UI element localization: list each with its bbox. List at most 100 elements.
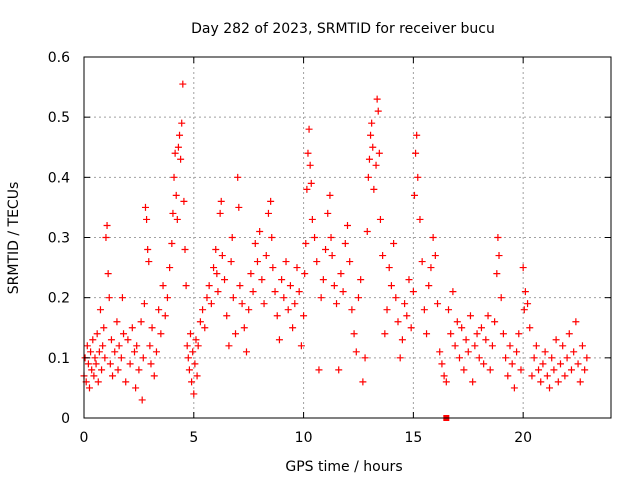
data-point — [94, 378, 102, 386]
data-point — [491, 318, 499, 326]
data-point — [429, 234, 437, 241]
data-point — [144, 246, 152, 254]
data-point — [576, 378, 584, 386]
data-point — [497, 294, 505, 302]
data-point — [155, 306, 163, 314]
data-point — [106, 360, 114, 368]
data-point — [135, 366, 143, 374]
y-tick-label: 0.2 — [48, 291, 70, 307]
data-point — [122, 378, 130, 386]
data-point — [91, 354, 99, 362]
data-point — [216, 209, 224, 217]
data-point — [120, 330, 128, 338]
data-point — [157, 330, 165, 338]
data-point — [392, 294, 400, 302]
y-tick-label: 0.1 — [48, 351, 70, 367]
data-point — [282, 258, 290, 266]
data-point — [383, 306, 391, 314]
data-point — [466, 312, 474, 320]
data-point — [169, 209, 177, 217]
data-point — [251, 240, 259, 248]
data-point — [508, 360, 516, 368]
data-point — [570, 348, 578, 356]
data-point — [350, 330, 358, 338]
data-point — [367, 131, 375, 139]
data-point — [554, 378, 562, 386]
data-point — [247, 270, 255, 278]
data-point — [189, 348, 197, 356]
x-tick-label: 0 — [80, 430, 89, 446]
data-point — [495, 252, 503, 260]
data-point — [517, 366, 525, 374]
data-point — [118, 294, 126, 302]
data-point — [420, 306, 428, 314]
data-point — [210, 264, 218, 272]
data-point — [179, 80, 187, 88]
data-point — [449, 288, 457, 296]
data-point — [308, 215, 316, 223]
data-point — [83, 342, 91, 350]
data-point — [563, 354, 571, 362]
data-point — [103, 221, 111, 229]
data-point — [185, 366, 193, 374]
data-point — [159, 282, 167, 290]
data-point — [493, 270, 501, 278]
data-point — [369, 143, 377, 151]
data-point — [359, 378, 367, 386]
data-point — [409, 288, 417, 296]
data-point — [143, 215, 151, 223]
data-point — [447, 330, 455, 338]
data-point — [238, 300, 246, 308]
data-point — [271, 288, 279, 296]
data-point — [488, 342, 496, 350]
data-point — [236, 282, 244, 290]
data-point — [526, 324, 534, 332]
data-point — [567, 366, 575, 374]
data-point — [132, 384, 140, 392]
data-point — [436, 348, 444, 356]
data-point — [559, 342, 567, 350]
data-point — [581, 366, 589, 374]
data-point — [214, 288, 222, 296]
data-point — [297, 342, 305, 350]
data-point — [258, 276, 266, 284]
data-point — [354, 294, 362, 302]
data-point — [184, 354, 192, 362]
data-point — [412, 149, 420, 157]
data-point — [115, 342, 123, 350]
data-point — [176, 131, 184, 139]
data-point — [166, 264, 174, 272]
data-point — [253, 258, 261, 266]
data-point — [327, 234, 335, 241]
data-point — [105, 294, 113, 302]
data-point — [235, 203, 243, 211]
data-point — [357, 276, 365, 284]
data-point — [174, 143, 182, 151]
chart-title: Day 282 of 2023, SRMTID for receiver buc… — [191, 21, 495, 37]
data-point — [565, 330, 573, 338]
data-point — [381, 330, 389, 338]
data-point — [181, 246, 189, 254]
data-point — [289, 324, 297, 332]
data-point — [114, 366, 122, 374]
data-point — [324, 209, 332, 217]
data-point — [163, 294, 171, 302]
data-point — [390, 240, 398, 248]
data-point — [550, 366, 558, 374]
data-point — [486, 366, 494, 374]
data-point — [303, 185, 311, 193]
data-point — [232, 330, 240, 338]
data-point — [363, 227, 371, 235]
data-point — [462, 336, 470, 344]
data-point — [423, 330, 431, 338]
data-point — [201, 324, 209, 332]
data-point — [273, 312, 281, 320]
data-point — [434, 300, 442, 308]
data-point — [513, 348, 521, 356]
x-axis-label: GPS time / hours — [285, 459, 402, 475]
data-point — [416, 215, 424, 223]
data-point — [502, 354, 510, 362]
data-point — [543, 372, 551, 380]
